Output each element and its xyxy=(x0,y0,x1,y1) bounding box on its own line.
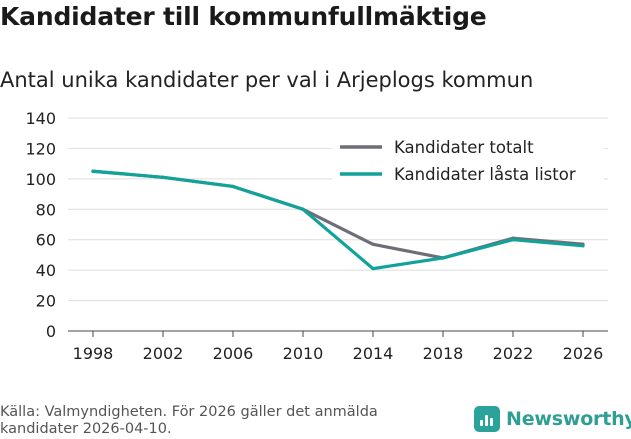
legend-label: Kandidater totalt xyxy=(394,138,534,157)
data-point xyxy=(161,175,165,179)
y-tick-label: 80 xyxy=(36,200,56,219)
chart-title: Kandidater till kommunfullmäktige xyxy=(0,2,487,31)
data-point xyxy=(581,244,585,248)
chart-subtitle: Antal unika kandidater per val i Arjeplo… xyxy=(0,68,534,92)
y-tick-label: 40 xyxy=(36,261,56,280)
data-point xyxy=(91,169,95,173)
y-tick-label: 140 xyxy=(25,109,56,128)
data-point xyxy=(441,256,445,260)
data-point xyxy=(371,242,375,246)
x-tick-label: 2022 xyxy=(493,344,534,363)
x-tick-label: 1998 xyxy=(73,344,114,363)
x-tick-label: 2026 xyxy=(563,344,604,363)
source-note: Källa: Valmyndigheten. För 2026 gäller d… xyxy=(0,404,378,437)
y-tick-label: 0 xyxy=(46,322,56,341)
newsworthy-logo-icon xyxy=(474,406,500,432)
y-tick-label: 100 xyxy=(25,170,56,189)
data-point xyxy=(231,184,235,189)
x-tick-label: 2006 xyxy=(213,344,254,363)
y-tick-label: 120 xyxy=(25,139,56,158)
y-tick-label: 60 xyxy=(36,231,56,250)
x-tick-label: 2010 xyxy=(283,344,324,363)
x-tick-label: 2014 xyxy=(353,344,394,363)
legend-background xyxy=(332,129,604,191)
data-point xyxy=(511,238,515,242)
brand-name: Newsworthy xyxy=(506,408,631,430)
data-point xyxy=(301,207,305,211)
brand-logo: Newsworthy xyxy=(474,406,631,432)
x-tick-label: 2018 xyxy=(423,344,464,363)
data-point xyxy=(371,267,375,271)
y-tick-label: 20 xyxy=(36,292,56,311)
x-tick-label: 2002 xyxy=(143,344,184,363)
legend-label: Kandidater låsta listor xyxy=(394,165,576,184)
line-chart: 0 20 40 60 80 100 120 140 1998 2002 2006 2010 2014 20… xyxy=(25,109,608,363)
series-line-locked xyxy=(91,169,585,271)
